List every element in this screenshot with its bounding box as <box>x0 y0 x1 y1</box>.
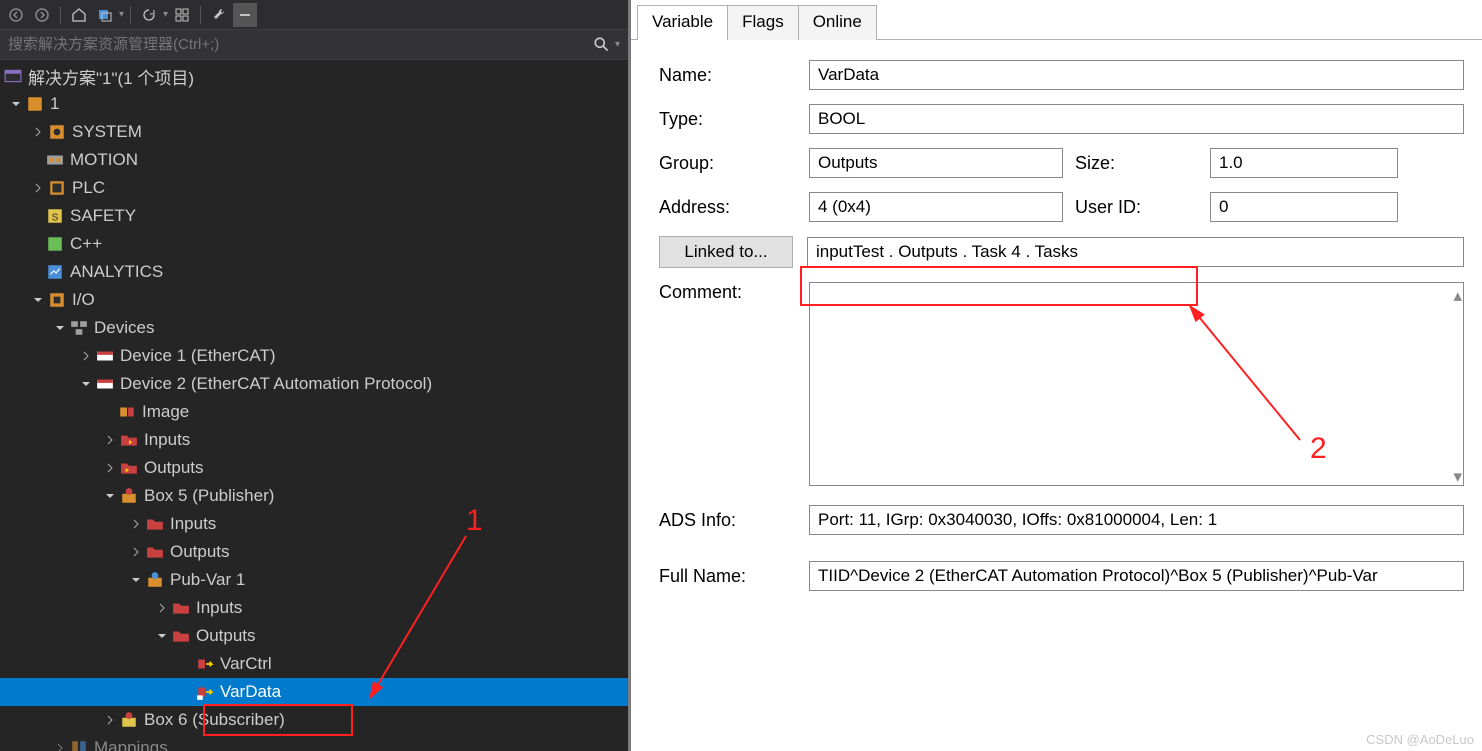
pubvar-icon <box>146 571 164 589</box>
solution-label: 解决方案"1"(1 个项目) <box>28 64 194 89</box>
box5-node[interactable]: Box 5 (Publisher) <box>0 482 628 510</box>
linked-to-value: inputTest . Outputs . Task 4 . Tasks <box>807 237 1464 267</box>
folder-in-icon <box>120 431 138 449</box>
tab-variable[interactable]: Variable <box>637 5 728 40</box>
devices-icon <box>70 319 88 337</box>
ethercat-icon <box>96 347 114 365</box>
safety-node[interactable]: S SAFETY <box>0 202 628 230</box>
home-icon[interactable] <box>67 3 91 27</box>
refresh-icon[interactable] <box>137 3 161 27</box>
folder-out-icon <box>120 459 138 477</box>
pubvar-outputs-node[interactable]: Outputs <box>0 622 628 650</box>
address-field[interactable] <box>809 192 1063 222</box>
mappings-node[interactable]: Mappings <box>0 734 628 751</box>
cpp-icon <box>46 235 64 253</box>
fullname-field[interactable] <box>809 561 1464 591</box>
tree-view: 解决方案"1"(1 个项目) 1 SYSTEM MOTION PLC S SAF… <box>0 60 628 751</box>
group-field[interactable] <box>809 148 1063 178</box>
project-label: 1 <box>50 94 59 114</box>
scroll-down-icon[interactable]: ▾ <box>1453 467 1462 487</box>
ads-label: ADS Info: <box>659 510 809 531</box>
io-node[interactable]: I/O <box>0 286 628 314</box>
tab-bar: Variable Flags Online <box>631 0 1482 40</box>
image-node[interactable]: Image <box>0 398 628 426</box>
box-sub-icon <box>120 711 138 729</box>
ethercat-icon <box>96 375 114 393</box>
inputs-node[interactable]: Inputs <box>0 426 628 454</box>
name-label: Name: <box>659 65 809 86</box>
solution-icon <box>4 67 22 85</box>
io-icon <box>48 291 66 309</box>
search-row: ▾ <box>0 30 628 60</box>
comment-label: Comment: <box>659 282 809 303</box>
fullname-label: Full Name: <box>659 566 809 587</box>
type-field[interactable] <box>809 104 1464 134</box>
cpp-node[interactable]: C++ <box>0 230 628 258</box>
plc-node[interactable]: PLC <box>0 174 628 202</box>
plc-icon <box>48 179 66 197</box>
folder-out-icon <box>172 627 190 645</box>
mappings-icon <box>70 739 88 751</box>
property-panel: Variable Flags Online Name: Type: Group:… <box>628 0 1482 751</box>
image-icon <box>118 403 136 421</box>
analytics-node[interactable]: ANALYTICS <box>0 258 628 286</box>
properties-icon[interactable] <box>233 3 257 27</box>
scroll-up-icon[interactable]: ▴ <box>1453 286 1462 306</box>
solution-explorer: ▾ ▾ ▾ 解决方案"1"(1 个项目) 1 SYSTEM MOTION <box>0 0 628 751</box>
box-icon <box>120 487 138 505</box>
userid-field[interactable] <box>1210 192 1398 222</box>
varctrl-node[interactable]: VarCtrl <box>0 650 628 678</box>
box5-inputs-node[interactable]: Inputs <box>0 510 628 538</box>
box5-outputs-node[interactable]: Outputs <box>0 538 628 566</box>
tab-flags[interactable]: Flags <box>727 5 799 40</box>
userid-label: User ID: <box>1075 197 1210 218</box>
toolbar: ▾ ▾ <box>0 0 628 30</box>
address-label: Address: <box>659 197 809 218</box>
svg-text:S: S <box>52 213 59 224</box>
wrench-icon[interactable] <box>207 3 231 27</box>
type-label: Type: <box>659 109 809 130</box>
watermark: CSDN @AoDeLuo <box>1366 732 1474 747</box>
tab-online[interactable]: Online <box>798 5 877 40</box>
sync-icon[interactable] <box>93 3 117 27</box>
search-input[interactable] <box>8 36 593 53</box>
form-area: Name: Type: Group: Size: Address: User I… <box>631 40 1482 591</box>
back-icon[interactable] <box>4 3 28 27</box>
system-icon <box>48 123 66 141</box>
safety-icon: S <box>46 207 64 225</box>
folder-in-icon <box>172 599 190 617</box>
forward-icon[interactable] <box>30 3 54 27</box>
size-field[interactable] <box>1210 148 1398 178</box>
comment-field[interactable] <box>809 282 1464 486</box>
outputs-node[interactable]: Outputs <box>0 454 628 482</box>
analytics-icon <box>46 263 64 281</box>
search-icon[interactable] <box>593 36 611 54</box>
linked-to-button[interactable]: Linked to... <box>659 236 793 268</box>
system-node[interactable]: SYSTEM <box>0 118 628 146</box>
project-node[interactable]: 1 <box>0 90 628 118</box>
group-label: Group: <box>659 153 809 174</box>
var-linked-icon <box>196 683 214 701</box>
box6-node[interactable]: Box 6 (Subscriber) <box>0 706 628 734</box>
collapse-icon[interactable] <box>170 3 194 27</box>
expander-icon[interactable] <box>8 96 24 112</box>
pubvar1-node[interactable]: Pub-Var 1 <box>0 566 628 594</box>
vardata-node[interactable]: VarData <box>0 678 628 706</box>
name-field[interactable] <box>809 60 1464 90</box>
expander-icon[interactable] <box>30 124 46 140</box>
ads-field[interactable] <box>809 505 1464 535</box>
folder-in-icon <box>146 515 164 533</box>
motion-node[interactable]: MOTION <box>0 146 628 174</box>
solution-node[interactable]: 解决方案"1"(1 个项目) <box>0 62 628 90</box>
device1-node[interactable]: Device 1 (EtherCAT) <box>0 342 628 370</box>
size-label: Size: <box>1075 153 1210 174</box>
var-icon <box>196 655 214 673</box>
project-icon <box>26 95 44 113</box>
folder-out-icon <box>146 543 164 561</box>
devices-node[interactable]: Devices <box>0 314 628 342</box>
motion-icon <box>46 151 64 169</box>
device2-node[interactable]: Device 2 (EtherCAT Automation Protocol) <box>0 370 628 398</box>
pubvar-inputs-node[interactable]: Inputs <box>0 594 628 622</box>
